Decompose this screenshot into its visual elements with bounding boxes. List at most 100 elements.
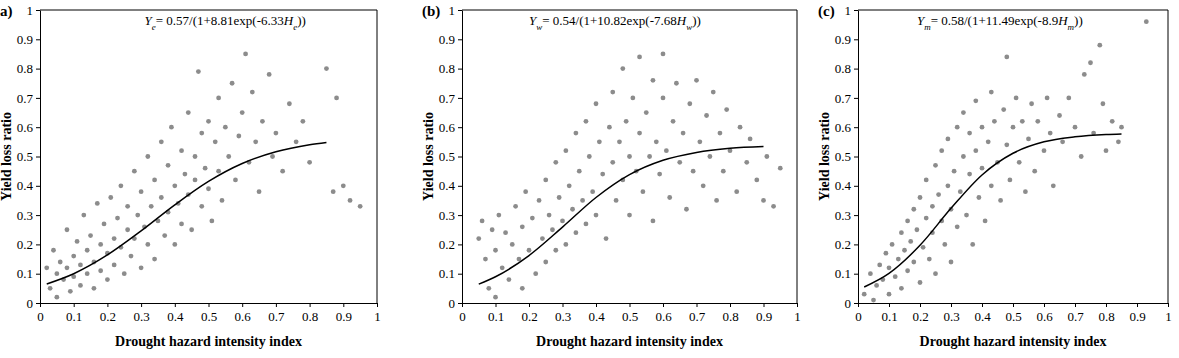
tick: 0.8: [1098, 303, 1114, 324]
point: [543, 260, 548, 265]
point: [179, 221, 184, 226]
tick-label: 0.9: [439, 32, 455, 47]
point: [714, 198, 719, 203]
point: [553, 248, 558, 253]
point: [989, 183, 994, 188]
tick-label: 0.3: [835, 208, 851, 223]
tick-mark: [242, 303, 243, 307]
tick-mark: [697, 303, 698, 307]
point: [250, 90, 255, 95]
point: [1011, 125, 1016, 130]
point: [771, 204, 776, 209]
tick: 0.9: [1129, 303, 1145, 324]
point: [307, 160, 312, 165]
point: [500, 265, 505, 270]
point: [647, 154, 652, 159]
tick-label: 0.9: [336, 309, 352, 324]
point: [159, 195, 164, 200]
tick: 1: [374, 303, 381, 324]
point: [946, 183, 951, 188]
point: [983, 219, 988, 224]
frame: [377, 10, 378, 303]
point: [523, 189, 528, 194]
tick-label: 0.4: [835, 178, 852, 193]
point: [915, 227, 920, 232]
tick-mark: [36, 186, 40, 187]
point: [520, 224, 525, 229]
tick-mark: [951, 303, 952, 307]
tick: 0.7: [835, 91, 858, 106]
tick: 0.1: [17, 266, 40, 281]
point: [718, 131, 723, 136]
tick: 0.8: [439, 61, 462, 76]
tick-label: 0.8: [17, 61, 33, 76]
point: [584, 221, 589, 226]
point: [1001, 107, 1006, 112]
tick-mark: [563, 303, 564, 307]
point: [115, 216, 120, 221]
tick: 0: [855, 303, 862, 324]
tick-label: 0.2: [521, 309, 537, 324]
equation-part: H: [676, 13, 687, 28]
point: [651, 219, 656, 224]
point: [172, 242, 177, 247]
tick: 0.6: [1036, 303, 1053, 324]
y-axis-title: Yield loss ratio: [421, 112, 436, 201]
point: [1020, 119, 1025, 124]
point: [764, 154, 769, 159]
tick-mark: [458, 186, 462, 187]
tick: 0.2: [439, 237, 462, 252]
point: [162, 233, 167, 238]
point: [1014, 96, 1019, 101]
point: [902, 248, 907, 253]
tick: 0.8: [17, 61, 40, 76]
point: [980, 166, 985, 171]
tick-label: 0.7: [835, 91, 852, 106]
point: [924, 178, 929, 183]
tick: 0.7: [689, 303, 706, 324]
tick-label: 1: [374, 309, 381, 324]
tick-label: 0.3: [133, 309, 149, 324]
point: [193, 154, 198, 159]
equation: Ye= 0.57/(1+8.81exp(-6.33He)): [144, 13, 305, 32]
point: [942, 242, 947, 247]
point: [550, 227, 555, 232]
tick-mark: [630, 303, 631, 307]
point: [480, 219, 485, 224]
point: [911, 260, 916, 265]
tick-mark: [854, 186, 858, 187]
tick-label: 0.9: [835, 32, 851, 47]
point: [1110, 119, 1115, 124]
plot-area: [476, 52, 782, 300]
tick-mark: [663, 303, 664, 307]
tick-label: 0.8: [835, 61, 851, 76]
point: [998, 198, 1003, 203]
tick: 0.9: [756, 303, 772, 324]
frame: [797, 10, 798, 303]
tick-mark: [854, 127, 858, 128]
point: [980, 125, 985, 130]
tick-mark: [854, 274, 858, 275]
frame: [1168, 10, 1169, 303]
point: [744, 160, 749, 165]
point: [734, 189, 739, 194]
point: [547, 213, 552, 218]
tick: 0.9: [835, 32, 858, 47]
tick-mark: [36, 244, 40, 245]
point: [964, 213, 969, 218]
tick: 0.4: [835, 178, 858, 193]
point: [992, 119, 997, 124]
point: [44, 265, 49, 270]
point: [108, 195, 113, 200]
tick-label: 0.4: [588, 309, 605, 324]
x-axis: 00.10.20.30.40.50.60.70.80.91: [855, 303, 1172, 324]
point: [748, 137, 753, 142]
y-axis-title: Yield loss ratio: [0, 112, 14, 201]
tick-mark: [209, 303, 210, 307]
tick-mark: [276, 303, 277, 307]
tick: 0.6: [235, 303, 252, 324]
axis-line: [40, 11, 41, 304]
point: [918, 195, 923, 200]
point: [890, 242, 895, 247]
panel-label: (c): [818, 3, 835, 20]
